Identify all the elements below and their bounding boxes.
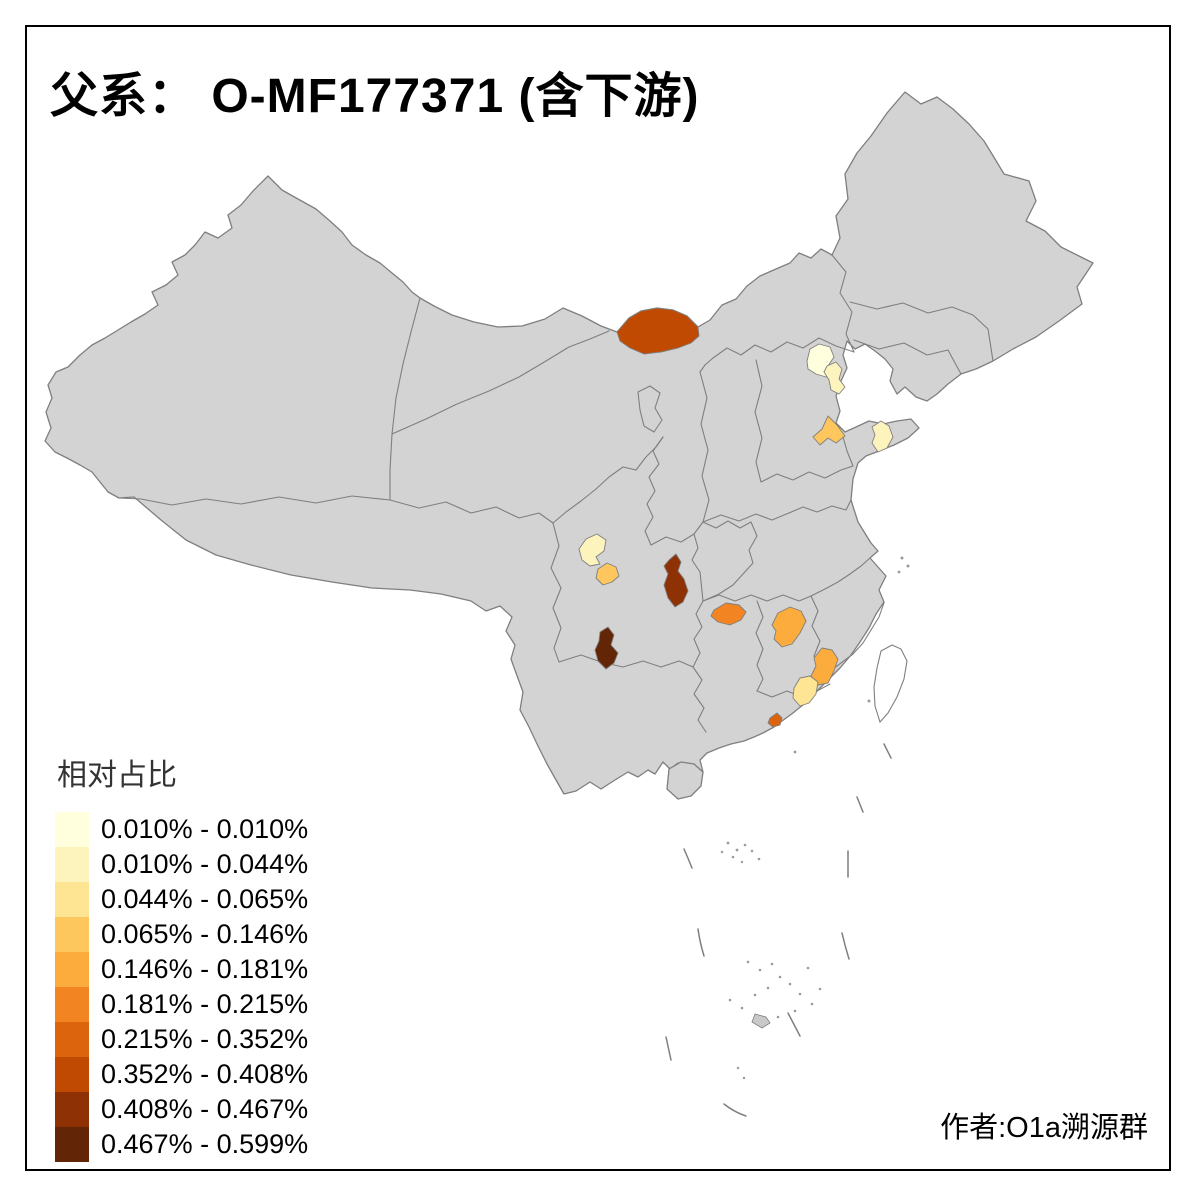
legend-row: 0.010% - 0.010% [55,812,308,847]
region-shandong-east [871,420,894,453]
legend-row: 0.146% - 0.181% [55,952,308,987]
region-guangdong-northeast [792,675,819,707]
legend-title: 相对占比 [57,759,177,792]
legend-label: 0.146% - 0.181% [101,954,309,984]
page-title: 父系： O-MF177371 (含下游) [50,70,700,123]
province-borders [118,254,994,733]
region-jiangxi-west [771,606,807,648]
hainan-island [666,761,704,800]
legend-label: 0.010% - 0.010% [101,814,309,844]
legend-swatch [55,812,89,847]
legend-swatch [55,1057,89,1092]
legend-swatch [55,1022,89,1057]
legend-row: 0.181% - 0.215% [55,987,308,1022]
legend-label: 0.181% - 0.215% [101,989,309,1019]
region-guangdong-pearl-delta [767,712,783,728]
legend-swatch [55,847,89,882]
legend-label: 0.467% - 0.599% [101,1129,309,1159]
region-sichuan-chengdu [578,533,607,567]
legend-row: 0.065% - 0.146% [55,917,308,952]
china-mainland-shape [44,91,1094,795]
legend-label: 0.044% - 0.065% [101,884,309,914]
region-yunnan-northeast [594,626,619,670]
region-tianjin [823,361,846,395]
region-fujian-west [810,647,839,686]
legend-label: 0.352% - 0.408% [101,1059,309,1089]
region-inner-mongolia-west [616,307,700,355]
legend-label: 0.065% - 0.146% [101,919,309,949]
legend-swatch [55,952,89,987]
sea-islands [720,556,910,1080]
region-hunan-central [710,602,747,626]
nine-dash-line [665,743,892,1117]
legend-row: 0.352% - 0.408% [55,1057,308,1092]
region-sichuan-south-small [595,562,620,586]
legend-row: 0.215% - 0.352% [55,1022,308,1057]
legend-swatch [55,1092,89,1127]
spratly-islet [751,1013,771,1029]
legend-swatch [55,917,89,952]
legend-row: 0.044% - 0.065% [55,882,308,917]
legend-label: 0.010% - 0.044% [101,849,309,879]
legend: 相对占比 0.010% - 0.010% 0.010% - 0.044% 0.0… [55,750,308,1162]
legend-row: 0.010% - 0.044% [55,847,308,882]
region-shandong-west [812,415,846,446]
legend-row: 0.408% - 0.467% [55,1092,308,1127]
choropleth-regions [578,307,894,728]
taiwan-island [873,644,908,724]
legend-label: 0.215% - 0.352% [101,1024,309,1054]
legend-swatch [55,1127,89,1162]
attribution-text: 作者:O1a溯源群 [940,1112,1148,1144]
region-sichuan-southeast [663,553,689,608]
legend-swatch [55,987,89,1022]
legend-row: 0.467% - 0.599% [55,1127,308,1162]
mainland-group [44,91,1094,800]
legend-swatch [55,882,89,917]
legend-label: 0.408% - 0.467% [101,1094,309,1124]
